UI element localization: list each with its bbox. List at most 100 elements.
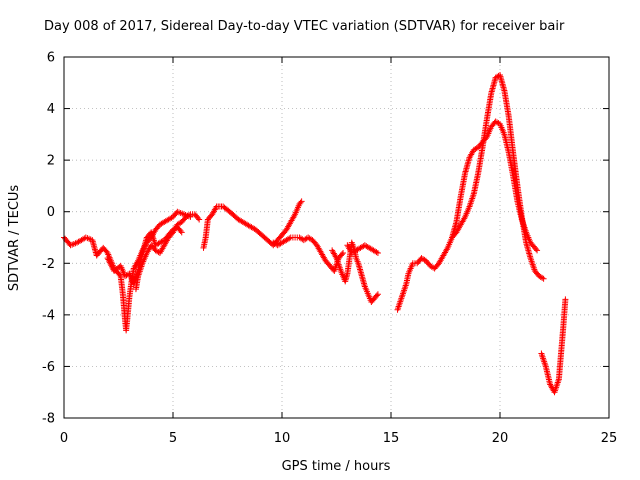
data-trace: [135, 261, 145, 278]
data-trace: [166, 230, 175, 240]
data-trace: [415, 256, 424, 265]
data-trace: [501, 89, 512, 118]
data-trace: [112, 263, 123, 273]
data-trace: [432, 261, 441, 271]
data-trace: [314, 243, 324, 255]
data-trace: [403, 272, 412, 286]
data-trace: [532, 246, 539, 253]
data-trace: [560, 298, 569, 330]
data-trace: [131, 259, 141, 270]
data-trace: [192, 212, 202, 222]
data-trace: [476, 140, 485, 149]
data-point: [298, 198, 305, 205]
data-point: [534, 247, 541, 254]
data-trace: [366, 295, 374, 304]
data-trace: [467, 148, 476, 160]
data-trace: [450, 230, 459, 240]
data-trace: [399, 282, 409, 299]
data-trace: [484, 91, 495, 121]
data-trace: [419, 255, 428, 263]
data-trace: [441, 246, 450, 258]
data-trace: [179, 215, 188, 224]
data-trace: [124, 295, 133, 322]
data-trace: [202, 218, 211, 239]
data-trace: [297, 199, 304, 206]
data-series-arc-1: [61, 208, 194, 334]
data-trace: [323, 258, 332, 268]
data-trace: [501, 132, 512, 154]
data-trace: [162, 236, 171, 247]
data-trace: [395, 295, 405, 312]
data-trace: [538, 352, 549, 368]
data-trace: [458, 171, 468, 198]
data-trace: [158, 219, 166, 227]
data-trace: [519, 215, 529, 245]
data-trace: [362, 285, 370, 293]
y-tick-label: -2: [42, 257, 55, 272]
data-trace: [288, 212, 298, 224]
data-trace: [306, 235, 315, 243]
data-trace: [171, 210, 180, 219]
data-trace: [506, 151, 516, 177]
data-trace: [75, 235, 88, 245]
x-tick-label: 20: [492, 431, 509, 446]
data-trace: [436, 254, 446, 265]
data-point: [374, 291, 381, 298]
y-tick-label: -6: [42, 360, 55, 375]
y-tick-label: 0: [47, 205, 55, 220]
data-series-arc-7: [344, 242, 381, 256]
data-trace: [453, 194, 464, 224]
data-trace: [423, 258, 433, 268]
data-trace: [364, 290, 372, 299]
y-tick-label: -4: [42, 308, 55, 323]
data-trace: [254, 227, 267, 240]
data-trace: [428, 263, 437, 271]
data-trace: [406, 262, 416, 275]
plot-frame: [63, 56, 610, 419]
data-series-arc-8: [394, 118, 541, 313]
data-trace: [62, 235, 73, 247]
data-trace: [158, 237, 166, 245]
data-trace: [479, 117, 490, 149]
data-trace: [210, 205, 219, 216]
data-trace: [458, 215, 468, 227]
data-trace: [200, 236, 209, 250]
data-trace: [353, 256, 361, 265]
data-point: [340, 249, 347, 256]
data-trace: [484, 125, 494, 139]
data-trace: [528, 240, 537, 250]
y-tick-label: -8: [42, 412, 55, 427]
data-trace: [372, 248, 380, 256]
y-tick-label: 4: [47, 102, 55, 117]
data-trace: [334, 256, 344, 273]
data-trace: [245, 222, 258, 232]
data-trace: [310, 238, 319, 247]
data-trace: [148, 230, 159, 247]
data-trace: [144, 235, 154, 245]
data-point: [104, 255, 111, 262]
data-trace: [489, 119, 498, 129]
data-trace: [336, 251, 345, 260]
data-trace: [292, 202, 302, 216]
data-trace: [84, 235, 94, 243]
data-trace: [330, 248, 339, 260]
data-trace: [221, 204, 232, 214]
data-trace: [154, 240, 162, 248]
tick-layer: 0 5 10 15 20 25 -8 -6 -4 -2 0 2 4 6: [42, 51, 617, 447]
data-trace: [167, 214, 175, 222]
data-point: [196, 216, 203, 223]
data-trace: [471, 171, 481, 196]
data-trace: [275, 233, 284, 242]
data-trace: [101, 246, 110, 255]
data-trace: [345, 243, 354, 255]
data-trace: [157, 243, 167, 255]
x-tick-label: 15: [383, 431, 400, 446]
data-trace: [153, 222, 162, 232]
data-trace: [494, 72, 502, 80]
data-trace: [543, 365, 553, 386]
data-trace: [284, 235, 293, 243]
data-trace: [280, 237, 288, 245]
data-trace: [69, 240, 79, 248]
data-series-arc-4: [200, 198, 305, 251]
